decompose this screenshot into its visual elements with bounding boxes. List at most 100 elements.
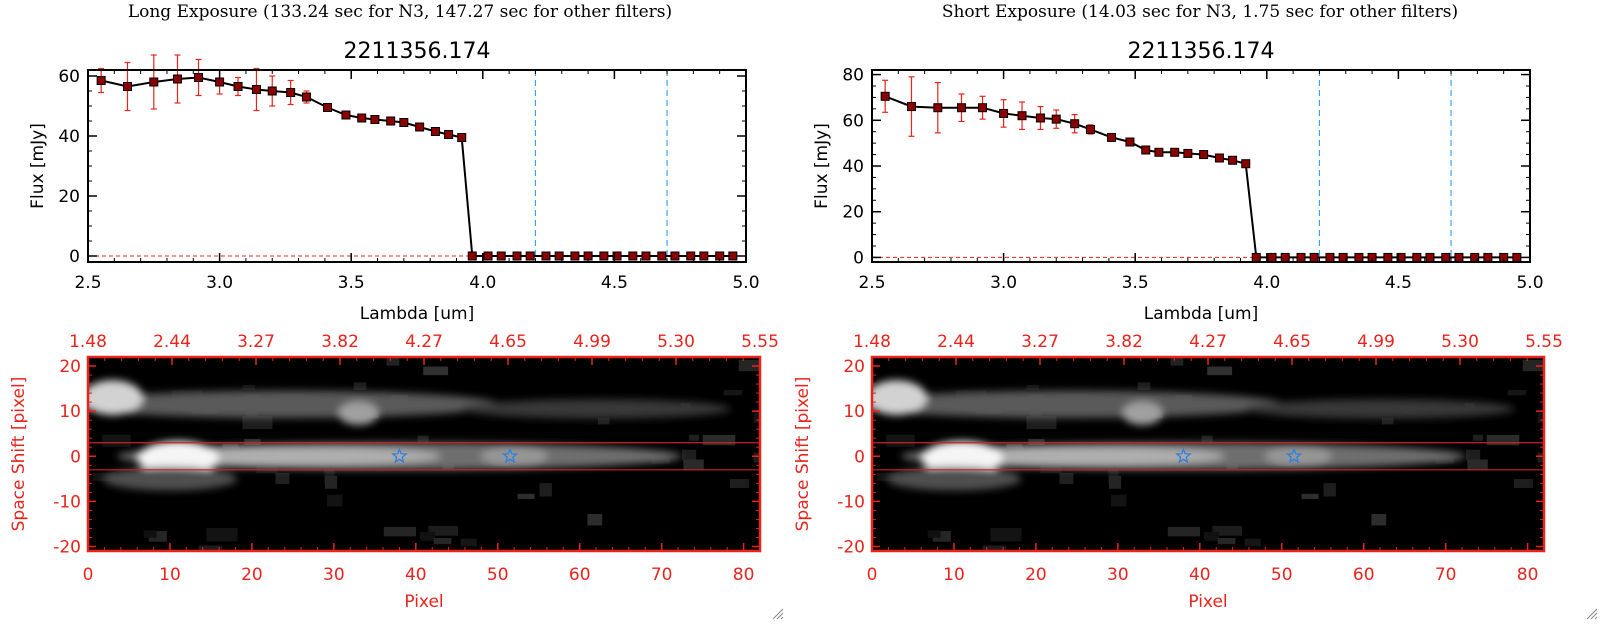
top-tick-label: 2.44 bbox=[937, 332, 975, 352]
data-point bbox=[699, 251, 709, 261]
data-point bbox=[1228, 155, 1238, 165]
x-tick-label: 20 bbox=[1025, 565, 1047, 585]
noise-pixel bbox=[1537, 452, 1544, 463]
main-trace-core bbox=[145, 446, 441, 466]
x-tick-label: 0 bbox=[867, 565, 878, 585]
resize-grip-icon[interactable] bbox=[770, 606, 784, 620]
noise-pixel bbox=[1244, 538, 1261, 547]
data-point bbox=[1383, 252, 1393, 262]
noise-pixel bbox=[738, 359, 760, 372]
data-point bbox=[1309, 252, 1319, 262]
noise-pixel bbox=[982, 545, 1007, 551]
data-point bbox=[149, 77, 159, 87]
y-tick-label: 40 bbox=[842, 157, 864, 177]
noise-pixel bbox=[428, 525, 459, 536]
noise-pixel bbox=[327, 494, 343, 507]
data-point bbox=[999, 108, 1009, 118]
data-point bbox=[599, 251, 609, 261]
data-point bbox=[686, 251, 696, 261]
data-point bbox=[415, 122, 425, 132]
noise-pixel bbox=[1207, 366, 1233, 376]
y-tick-label: 40 bbox=[58, 127, 80, 147]
data-point bbox=[1070, 119, 1080, 129]
noise-pixel bbox=[244, 438, 261, 445]
data-point bbox=[96, 76, 106, 85]
noise-pixel bbox=[1026, 385, 1039, 390]
noise-pixel bbox=[1028, 438, 1045, 445]
lower-halo bbox=[102, 467, 238, 491]
noise-pixel bbox=[886, 434, 915, 447]
data-point bbox=[670, 251, 680, 261]
noise-pixel bbox=[1217, 538, 1236, 545]
y-tick-label: 80 bbox=[842, 66, 864, 86]
x-tick-label: 5.0 bbox=[1516, 273, 1543, 293]
x-tick-label: 2.5 bbox=[74, 273, 101, 293]
data-point bbox=[1267, 252, 1277, 262]
star-marker bbox=[1175, 447, 1192, 464]
x-tick-label: 70 bbox=[1435, 565, 1457, 585]
top-tick-label: 4.65 bbox=[1273, 332, 1311, 352]
x-tick-label: 10 bbox=[159, 565, 181, 585]
y-tick-label: -20 bbox=[53, 537, 81, 557]
resize-grip-icon[interactable] bbox=[1584, 606, 1598, 620]
data-point bbox=[1241, 159, 1251, 169]
noise-pixel bbox=[275, 472, 290, 485]
main-trace-core bbox=[929, 446, 1225, 466]
data-point bbox=[1325, 252, 1335, 262]
noise-pixel bbox=[1472, 434, 1484, 441]
noise-pixel bbox=[353, 382, 367, 390]
y-tick-label: 20 bbox=[843, 357, 865, 377]
data-point bbox=[122, 82, 132, 91]
image-area bbox=[88, 357, 760, 551]
x-tick-label: 3.5 bbox=[1122, 273, 1149, 293]
data-point bbox=[641, 251, 651, 261]
noise-pixel bbox=[1026, 416, 1057, 430]
data-point bbox=[267, 86, 277, 96]
top-tick-label: 2.44 bbox=[153, 332, 191, 352]
upper-knot bbox=[1122, 401, 1163, 426]
x-tick-label: 4.0 bbox=[1253, 273, 1280, 293]
noise-pixel bbox=[143, 530, 157, 538]
x-axis-label: Lambda [um] bbox=[1144, 304, 1258, 324]
data-point bbox=[194, 73, 204, 82]
x-tick-label: 4.5 bbox=[601, 273, 628, 293]
main-peak bbox=[137, 441, 219, 476]
noise-pixel bbox=[383, 526, 416, 537]
upper-trace-tail bbox=[1245, 399, 1515, 419]
x-tick-label: 0 bbox=[83, 565, 94, 585]
star-marker bbox=[1285, 447, 1303, 464]
noise-pixel bbox=[1486, 435, 1520, 446]
image-area bbox=[872, 357, 1544, 551]
noise-pixel bbox=[1522, 359, 1544, 372]
upper-blob bbox=[872, 380, 927, 416]
plot-frame bbox=[871, 69, 1531, 263]
star-marker bbox=[391, 447, 408, 464]
emission bbox=[88, 380, 731, 491]
data-point bbox=[1035, 113, 1045, 123]
y-tick-label: 10 bbox=[843, 402, 865, 422]
y-tick-label: 0 bbox=[853, 248, 864, 268]
noise-pixel bbox=[1167, 526, 1200, 537]
data-point bbox=[172, 74, 182, 84]
data-point bbox=[1441, 252, 1451, 262]
long-exposure-header: Long Exposure (133.24 sec for N3, 147.27… bbox=[127, 2, 673, 22]
data-point bbox=[1412, 252, 1422, 262]
data-point bbox=[233, 82, 243, 91]
upper-trace bbox=[872, 390, 1284, 418]
x-tick-label: 80 bbox=[1517, 565, 1539, 585]
spectral-image-plot: 0 10 20 30 40 50 60 70 80 1.48 2.44 3.27 3.82 4.27 4.6… bbox=[9, 332, 779, 612]
noise-pixel bbox=[242, 416, 273, 430]
spectral-image-plot: 0 10 20 30 40 50 60 70 80 1.48 2.44 3.27 3.82 4.27 4.6… bbox=[793, 332, 1563, 612]
top-tick-label: 3.27 bbox=[1021, 332, 1059, 352]
data-point bbox=[657, 251, 667, 261]
x-tick-label: 60 bbox=[569, 565, 591, 585]
data-point bbox=[323, 103, 333, 112]
data-point bbox=[1280, 252, 1290, 262]
upper-trace bbox=[88, 390, 500, 418]
data-point bbox=[1017, 111, 1027, 121]
data-point bbox=[1214, 153, 1224, 163]
y-tick-label: 20 bbox=[59, 357, 81, 377]
top-tick-label: 1.48 bbox=[853, 332, 891, 352]
noise-pixel bbox=[148, 531, 167, 542]
